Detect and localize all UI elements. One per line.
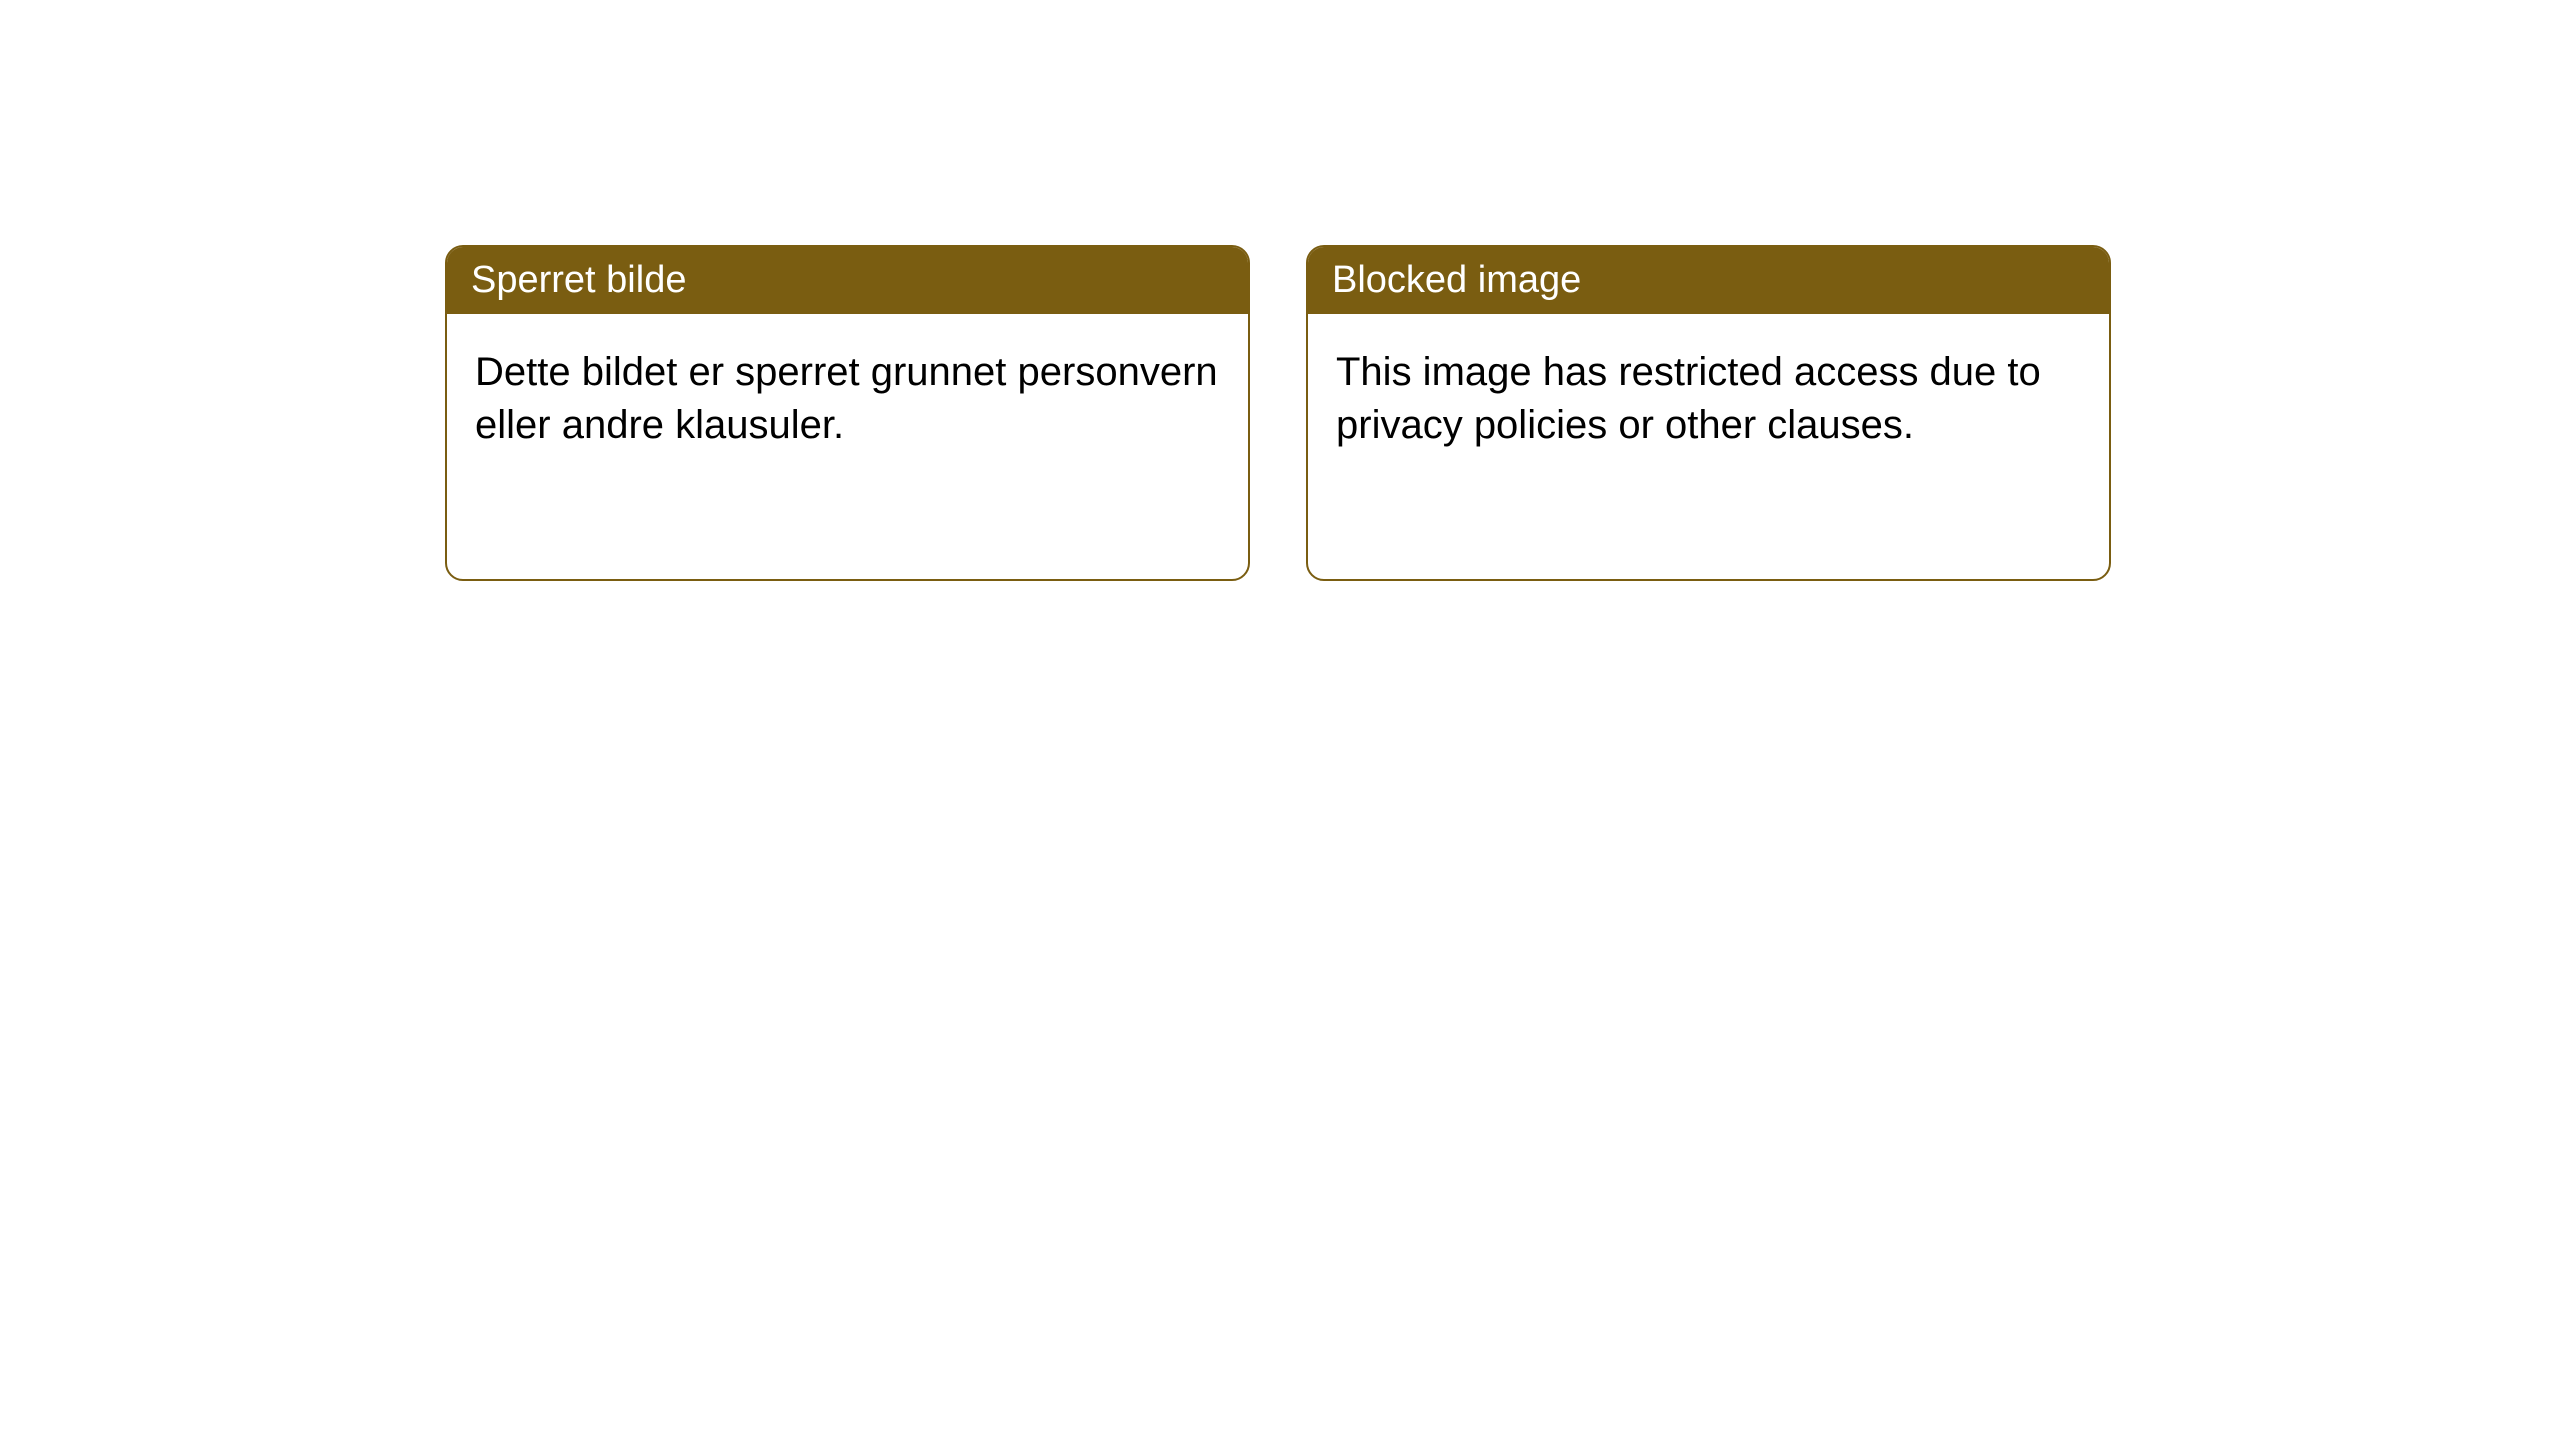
notice-card-english: Blocked image This image has restricted … — [1306, 245, 2111, 581]
notice-cards-container: Sperret bilde Dette bildet er sperret gr… — [445, 245, 2111, 581]
notice-header: Sperret bilde — [447, 247, 1248, 314]
notice-header: Blocked image — [1308, 247, 2109, 314]
notice-card-norwegian: Sperret bilde Dette bildet er sperret gr… — [445, 245, 1250, 581]
notice-body: Dette bildet er sperret grunnet personve… — [447, 314, 1248, 484]
notice-body: This image has restricted access due to … — [1308, 314, 2109, 484]
